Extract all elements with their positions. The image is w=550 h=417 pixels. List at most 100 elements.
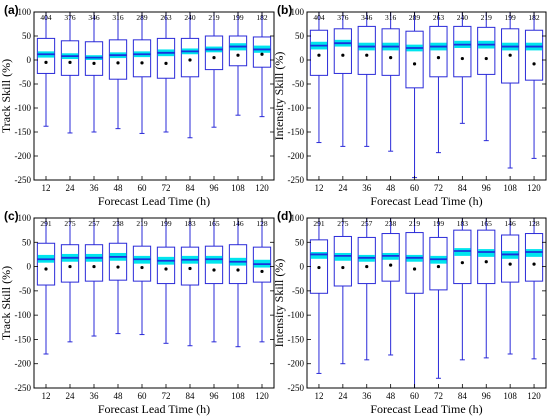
y-tick-label: -200: [288, 151, 305, 161]
box-96h: [204, 217, 224, 343]
box-iqr: [60, 40, 80, 76]
y-tick-label: -150: [15, 127, 32, 137]
y-tick-label: 50: [22, 31, 32, 41]
band-interval: [478, 249, 495, 257]
sample-count: 182: [528, 13, 540, 22]
mean-marker: [116, 265, 120, 269]
y-tick-label: -100: [15, 103, 32, 113]
box-iqr: [252, 36, 272, 68]
band-interval: [525, 249, 543, 257]
panel-label: (a): [4, 3, 19, 17]
box-iqr: [501, 28, 520, 84]
panel-b: -250 -200 -150 -100 -50 0 50 100 12 24 36 48 60 72 84 9…: [272, 3, 547, 208]
sample-count: 275: [64, 219, 76, 228]
box-iqr: [132, 39, 152, 78]
x-tick-label: 120: [527, 391, 541, 401]
x-tick-label: 12: [42, 391, 51, 401]
mean-marker: [260, 52, 264, 56]
x-tick-label: 72: [162, 183, 171, 193]
plot-frame: [33, 11, 275, 181]
box-iqr: [333, 235, 352, 287]
y-tick-label: -100: [288, 310, 305, 320]
sample-count: 183: [457, 219, 469, 228]
y-tick-label: -150: [288, 127, 305, 137]
box-iqr: [524, 29, 544, 81]
box-12h: [36, 217, 56, 355]
box-iqr: [60, 244, 80, 283]
mean-marker: [484, 260, 488, 264]
x-tick-label: 96: [210, 183, 220, 193]
y-tick-label: -250: [288, 175, 305, 185]
box-iqr: [357, 236, 376, 285]
box-iqr: [524, 233, 544, 282]
mean-marker: [164, 267, 168, 271]
x-tick-label: 24: [338, 183, 348, 193]
box-iqr: [132, 245, 152, 282]
x-tick-label: 108: [231, 391, 245, 401]
x-tick-label: 36: [362, 183, 372, 193]
sample-count: 199: [505, 13, 517, 22]
band-interval: [334, 252, 351, 261]
mean-marker: [92, 264, 96, 269]
x-tick-label: 24: [66, 183, 76, 193]
panel-a: -250 -200 -150 -100 -50 0 50 100 12 24 36 48 60 72 84 9…: [0, 3, 275, 208]
box-48h: [381, 11, 400, 152]
box-12h: [309, 217, 329, 374]
box-iqr: [108, 242, 128, 281]
sample-count: 199: [160, 219, 172, 228]
x-tick-label: 120: [255, 183, 269, 193]
sample-count: 376: [64, 13, 76, 22]
box-24h: [333, 217, 352, 365]
mean-marker: [365, 264, 369, 269]
plot-frame: [306, 11, 547, 181]
y-axis-title: Intensity Skill (%): [272, 259, 286, 348]
box-iqr: [429, 25, 448, 78]
sample-count: 165: [208, 219, 220, 228]
box-48h: [381, 217, 400, 356]
box-iqr: [453, 25, 472, 78]
mean-marker: [436, 264, 441, 269]
box-iqr: [84, 41, 104, 76]
mean-marker: [188, 266, 192, 271]
sample-count: 128: [528, 219, 540, 228]
x-tick-label: 96: [482, 391, 492, 401]
box-iqr: [381, 28, 400, 76]
box-iqr: [333, 28, 352, 74]
y-tick-label: -150: [288, 334, 305, 344]
x-tick-label: 84: [458, 183, 468, 193]
sample-count: 199: [433, 219, 445, 228]
x-tick-label: 108: [503, 391, 517, 401]
mean-marker: [68, 264, 72, 269]
box-iqr: [405, 30, 424, 89]
box-120h: [252, 11, 272, 118]
x-tick-label: 48: [114, 391, 124, 401]
sample-count: 376: [337, 13, 349, 22]
mean-marker: [68, 60, 72, 64]
y-tick-label: 100: [18, 213, 32, 223]
mean-marker: [92, 61, 96, 65]
mean-marker: [188, 58, 192, 62]
x-tick-label: 60: [138, 391, 148, 401]
mean-marker: [116, 61, 120, 65]
box-iqr: [357, 25, 376, 75]
box-12h: [309, 11, 329, 144]
box-iqr: [180, 246, 200, 286]
x-tick-label: 60: [410, 183, 420, 193]
box-60h: [132, 217, 152, 336]
mean-marker: [460, 261, 464, 265]
mean-marker: [508, 262, 512, 266]
box-72h: [156, 11, 176, 133]
mean-marker: [389, 263, 393, 267]
x-tick-label: 84: [186, 183, 196, 193]
box-iqr: [429, 236, 448, 291]
x-axis-title: Forecast Lead Time (h): [370, 402, 482, 416]
panel-d: -250 -200 -150 -100 -50 0 50 100 12 24 36 48 60 72 84 9…: [272, 209, 547, 416]
sample-count: 289: [409, 13, 421, 22]
mean-marker: [140, 265, 144, 270]
x-tick-label: 120: [255, 391, 269, 401]
sample-count: 257: [88, 219, 100, 228]
sample-count: 240: [457, 13, 469, 22]
box-iqr: [156, 246, 176, 285]
panel-label: (c): [4, 209, 19, 223]
